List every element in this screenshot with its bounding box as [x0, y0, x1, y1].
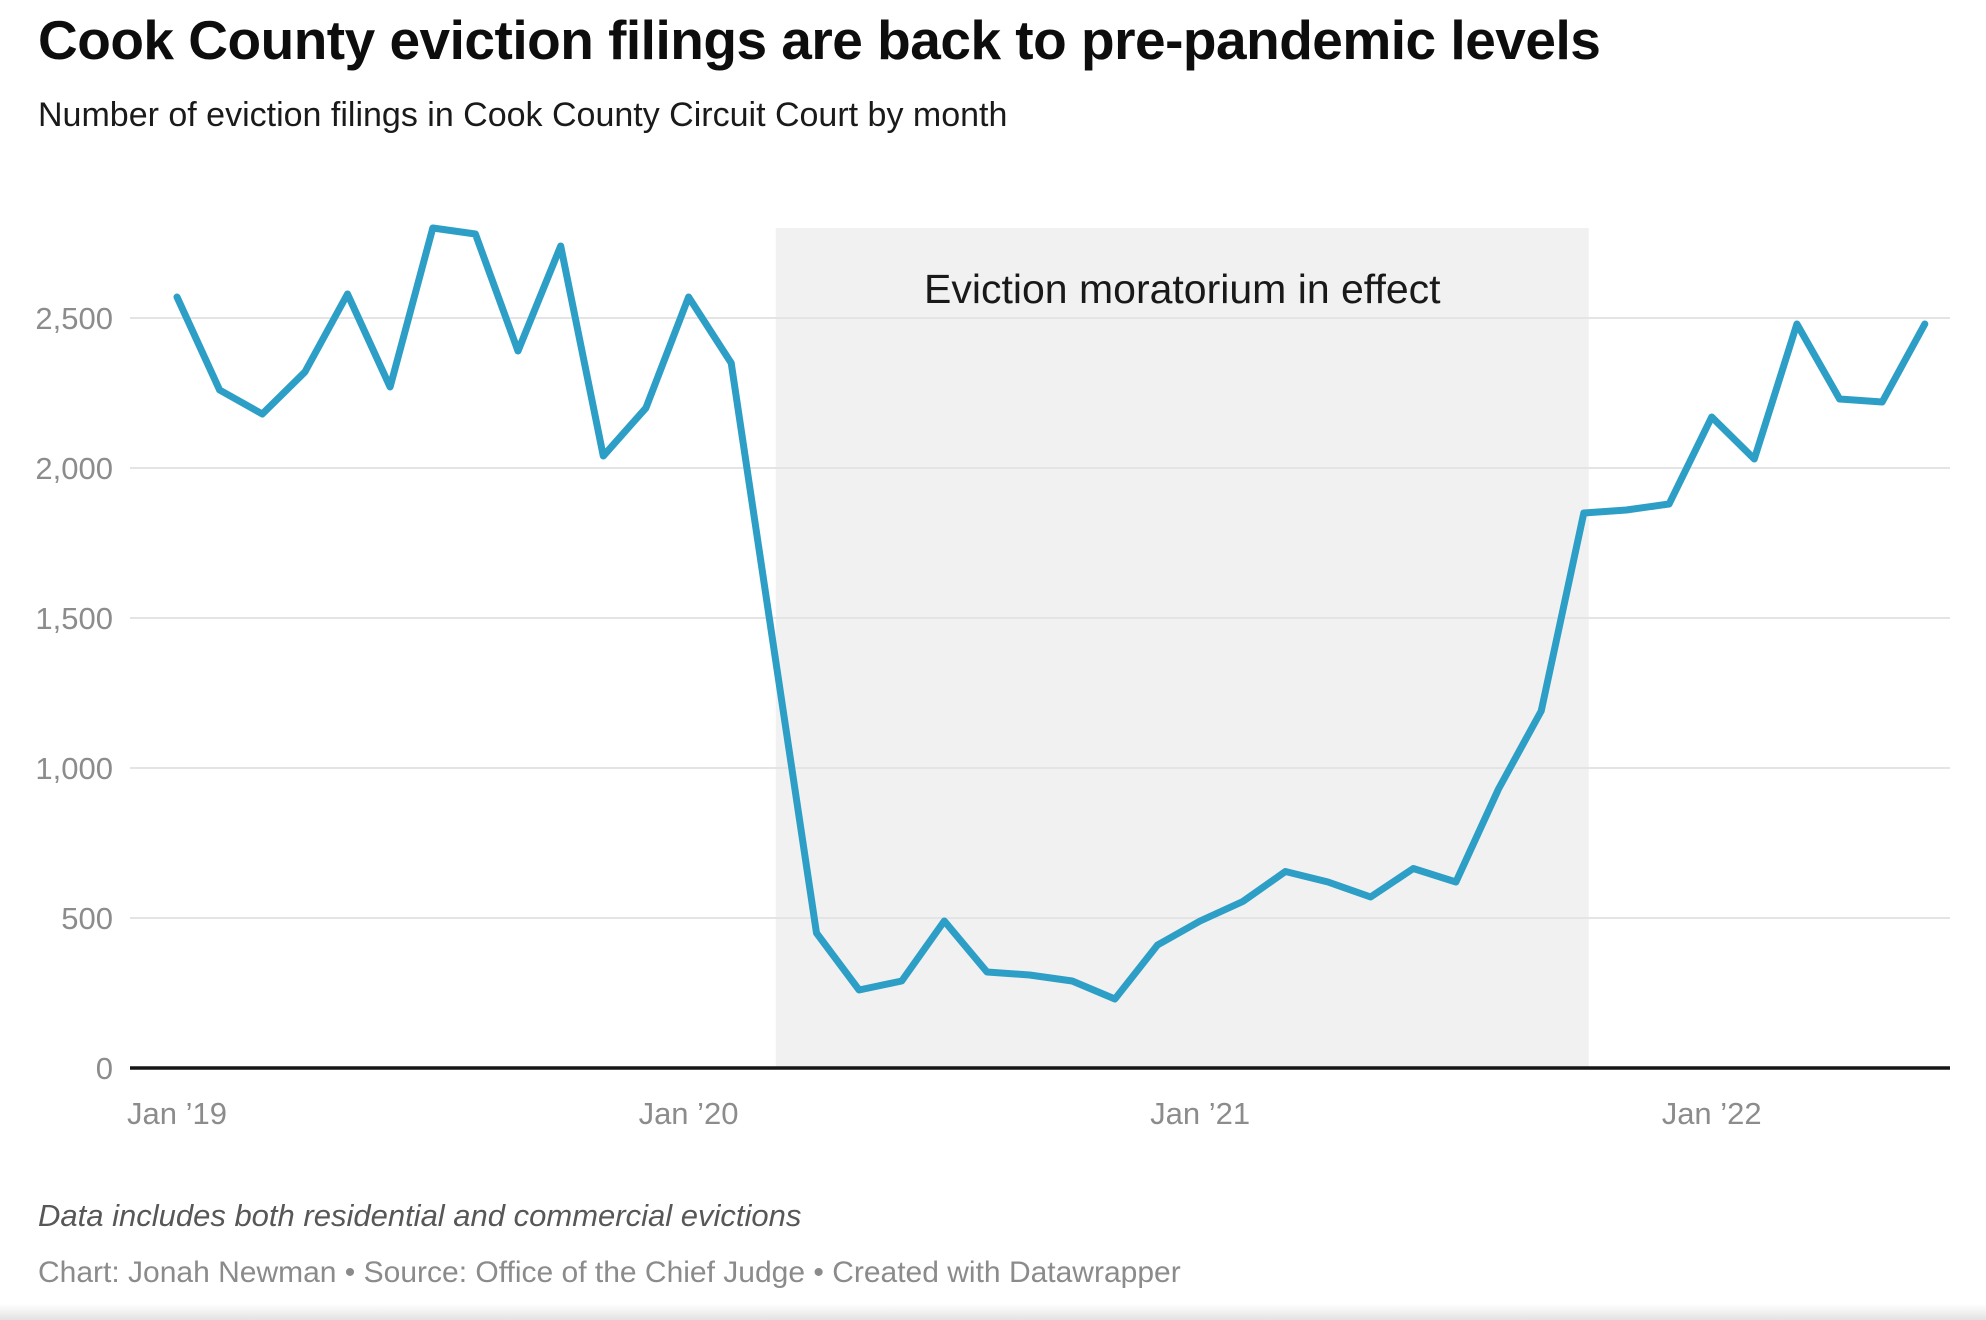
svg-text:Jan ’22: Jan ’22 — [1662, 1096, 1762, 1131]
svg-text:Jan ’20: Jan ’20 — [639, 1096, 739, 1131]
chart-subtitle: Number of eviction filings in Cook Count… — [38, 96, 1008, 134]
eviction-filings-series-line[interactable] — [173, 224, 1929, 1003]
svg-text:2,500: 2,500 — [35, 301, 113, 336]
svg-text:2,000: 2,000 — [35, 451, 113, 486]
chart-note: Data includes both residential and comme… — [38, 1198, 802, 1233]
chart-byline: Chart: Jonah Newman • Source: Office of … — [38, 1256, 1181, 1289]
svg-text:500: 500 — [61, 901, 113, 936]
chart-title: Cook County eviction filings are back to… — [38, 9, 1601, 71]
svg-text:0: 0 — [96, 1051, 113, 1086]
svg-text:Jan ’21: Jan ’21 — [1150, 1096, 1250, 1131]
svg-text:1,000: 1,000 — [35, 751, 113, 786]
bottom-edge-fade — [0, 1304, 1986, 1320]
svg-text:1,500: 1,500 — [35, 601, 113, 636]
moratorium-annotation: Eviction moratorium in effect — [924, 266, 1441, 312]
svg-text:Jan ’19: Jan ’19 — [127, 1096, 227, 1131]
